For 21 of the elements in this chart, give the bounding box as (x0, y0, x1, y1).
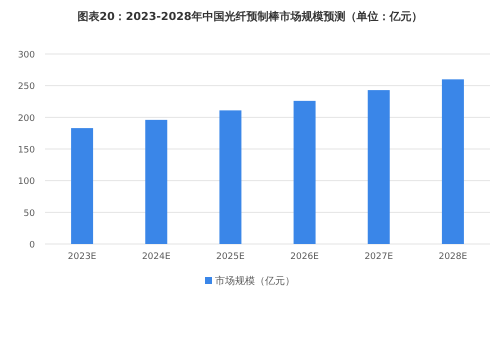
y-tick-label: 300 (18, 50, 36, 60)
y-tick-label: 100 (18, 177, 36, 188)
y-tick-label: 50 (24, 208, 36, 219)
y-tick-label: 250 (18, 82, 36, 92)
bar (71, 128, 94, 244)
x-tick-label: 2025E (216, 252, 246, 262)
x-tick-label: 2023E (68, 252, 97, 262)
bar (219, 110, 242, 244)
chart-title: 图表20：2023-2028年中国光纤预制棒市场规模预测（单位：亿元） (77, 10, 423, 23)
x-tick-label: 2024E (142, 252, 171, 262)
x-tick-label: 2026E (290, 252, 320, 262)
bar (145, 120, 168, 244)
bar (368, 90, 390, 244)
y-tick-label: 150 (18, 146, 36, 156)
y-tick-label: 0 (29, 240, 36, 250)
y-tick-label: 200 (18, 114, 36, 124)
x-tick-label: 2027E (364, 252, 394, 262)
bar (294, 100, 316, 244)
bar (442, 79, 464, 244)
legend-label: 市场规模（亿元） (215, 275, 295, 287)
x-tick-label: 2028E (438, 252, 468, 262)
